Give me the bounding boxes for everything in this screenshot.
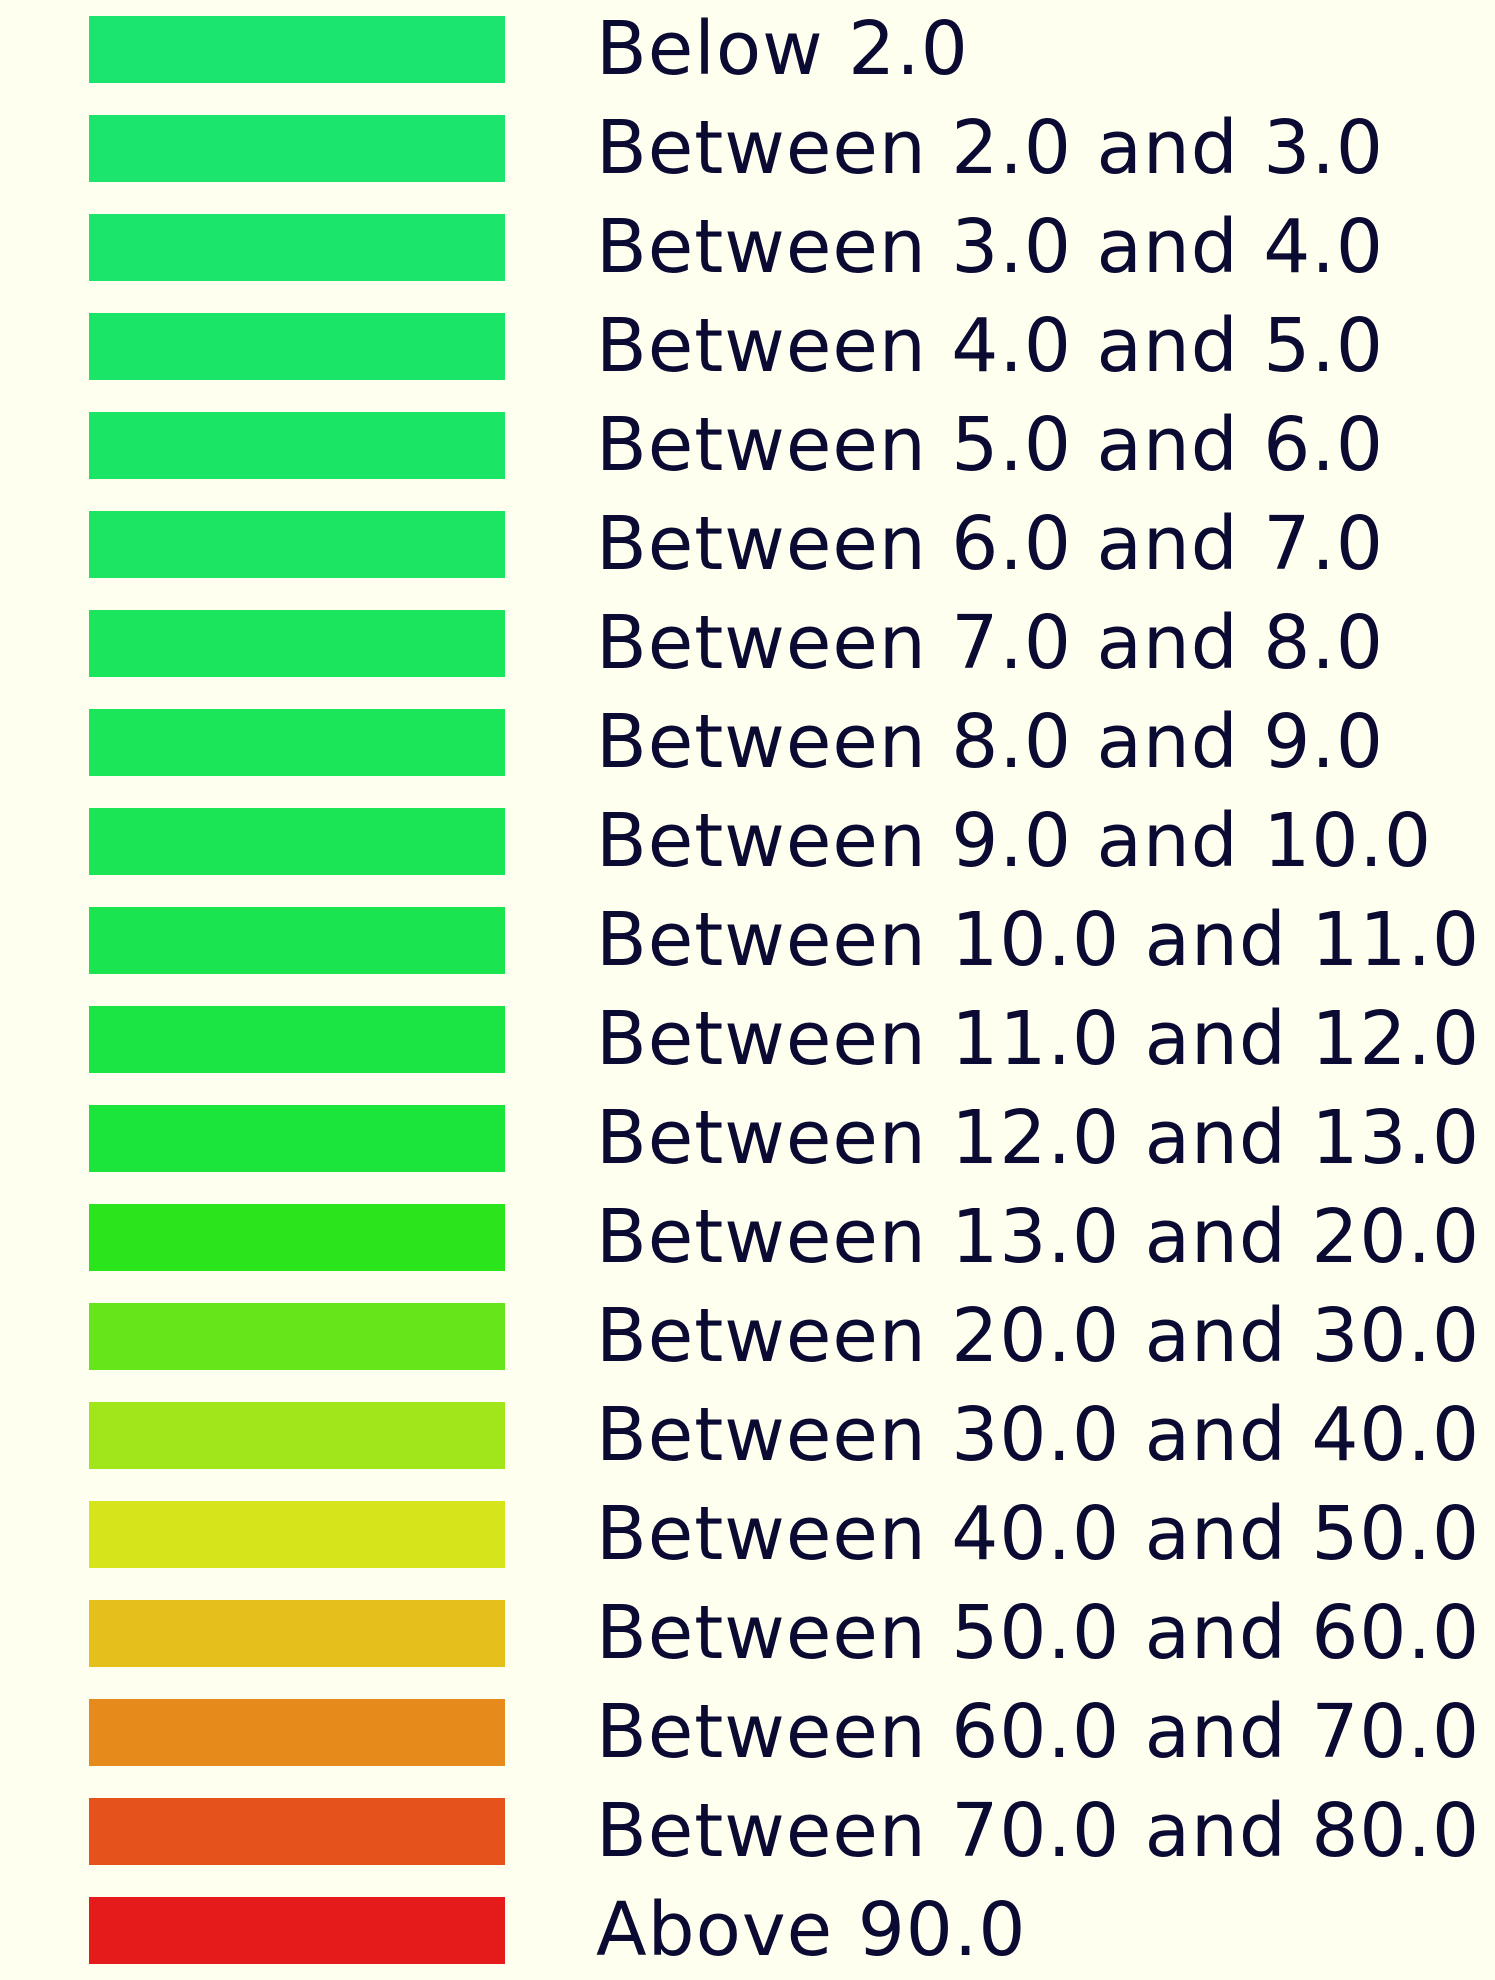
legend-label: Above 90.0 — [596, 1887, 1027, 1973]
legend-swatch — [89, 1501, 505, 1568]
legend-item: Between 2.0 and 3.0 — [0, 99, 1495, 198]
legend-swatch — [89, 808, 505, 875]
legend-swatch — [89, 313, 505, 380]
legend-swatch — [89, 16, 505, 83]
legend-label: Between 13.0 and 20.0 — [596, 1194, 1481, 1280]
legend-label: Between 40.0 and 50.0 — [596, 1491, 1481, 1577]
legend-item: Between 13.0 and 20.0 — [0, 1188, 1495, 1287]
legend-item: Between 6.0 and 7.0 — [0, 495, 1495, 594]
legend-label: Between 12.0 and 13.0 — [596, 1095, 1481, 1181]
legend-swatch — [89, 907, 505, 974]
legend-label: Between 7.0 and 8.0 — [596, 600, 1384, 686]
legend-swatch — [89, 1699, 505, 1766]
legend-item: Between 3.0 and 4.0 — [0, 198, 1495, 297]
legend-item: Between 30.0 and 40.0 — [0, 1386, 1495, 1485]
legend-item: Below 2.0 — [0, 0, 1495, 99]
legend-item: Between 40.0 and 50.0 — [0, 1485, 1495, 1584]
legend-label: Between 2.0 and 3.0 — [596, 105, 1384, 191]
legend-swatch — [89, 1006, 505, 1073]
legend-swatch — [89, 1897, 505, 1964]
legend-swatch — [89, 511, 505, 578]
legend-swatch — [89, 1798, 505, 1865]
legend-label: Between 30.0 and 40.0 — [596, 1392, 1481, 1478]
legend-item: Between 10.0 and 11.0 — [0, 891, 1495, 990]
legend-item: Between 4.0 and 5.0 — [0, 297, 1495, 396]
legend-label: Between 4.0 and 5.0 — [596, 303, 1384, 389]
legend-swatch — [89, 1402, 505, 1469]
legend-item: Between 20.0 and 30.0 — [0, 1287, 1495, 1386]
legend-label: Between 20.0 and 30.0 — [596, 1293, 1481, 1379]
legend-item: Between 12.0 and 13.0 — [0, 1089, 1495, 1188]
legend-label: Between 11.0 and 12.0 — [596, 996, 1481, 1082]
legend-item: Between 50.0 and 60.0 — [0, 1584, 1495, 1683]
legend-swatch — [89, 1303, 505, 1370]
legend-item: Above 90.0 — [0, 1881, 1495, 1980]
legend-label: Below 2.0 — [596, 6, 969, 92]
legend-label: Between 10.0 and 11.0 — [596, 897, 1481, 983]
legend-label: Between 9.0 and 10.0 — [596, 798, 1433, 884]
legend-item: Between 9.0 and 10.0 — [0, 792, 1495, 891]
legend-swatch — [89, 1600, 505, 1667]
legend-swatch — [89, 709, 505, 776]
legend-swatch — [89, 610, 505, 677]
legend-label: Between 50.0 and 60.0 — [596, 1590, 1481, 1676]
legend-label: Between 60.0 and 70.0 — [596, 1689, 1481, 1775]
legend-item: Between 8.0 and 9.0 — [0, 693, 1495, 792]
legend-swatch — [89, 1204, 505, 1271]
legend-label: Between 3.0 and 4.0 — [596, 204, 1384, 290]
legend-label: Between 5.0 and 6.0 — [596, 402, 1384, 488]
legend-swatch — [89, 412, 505, 479]
legend-label: Between 6.0 and 7.0 — [596, 501, 1384, 587]
legend-item: Between 60.0 and 70.0 — [0, 1683, 1495, 1782]
legend-label: Between 8.0 and 9.0 — [596, 699, 1384, 785]
legend-item: Between 70.0 and 80.0 — [0, 1782, 1495, 1881]
legend-item: Between 11.0 and 12.0 — [0, 990, 1495, 1089]
legend-label: Between 70.0 and 80.0 — [596, 1788, 1481, 1874]
legend-item: Between 7.0 and 8.0 — [0, 594, 1495, 693]
legend-item: Between 5.0 and 6.0 — [0, 396, 1495, 495]
legend-swatch — [89, 214, 505, 281]
legend-swatch — [89, 115, 505, 182]
legend-swatch — [89, 1105, 505, 1172]
